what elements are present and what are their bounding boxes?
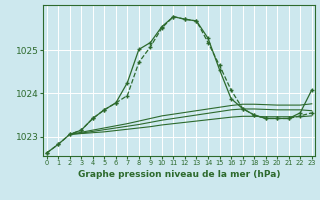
X-axis label: Graphe pression niveau de la mer (hPa): Graphe pression niveau de la mer (hPa) xyxy=(78,170,280,179)
